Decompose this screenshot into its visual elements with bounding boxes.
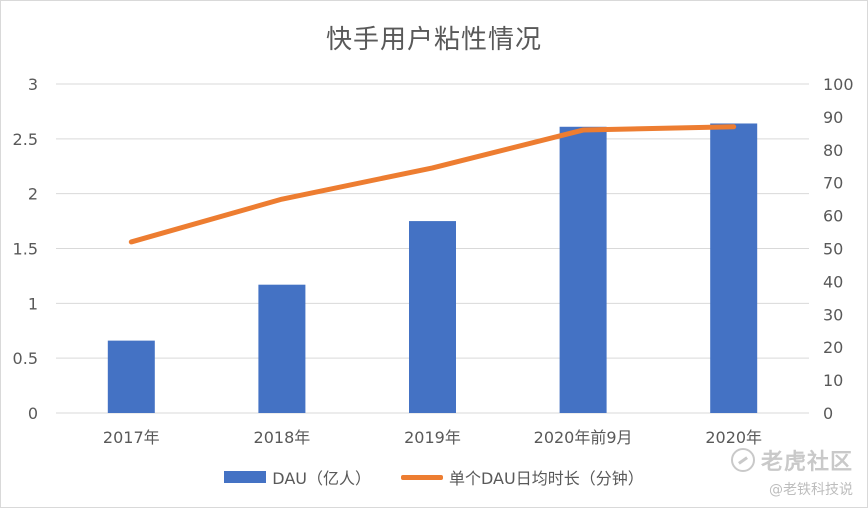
y-right-tick-label: 100 xyxy=(823,75,854,94)
legend-swatch-line xyxy=(401,474,443,480)
legend-label-dau: DAU（亿人） xyxy=(272,469,371,488)
y-left-tick-label: 0.5 xyxy=(13,349,38,368)
y-left-tick-label: 2 xyxy=(28,185,38,204)
y-right-tick-label: 50 xyxy=(823,240,843,259)
y-left-tick-label: 1 xyxy=(28,294,38,313)
y-left-tick-label: 3 xyxy=(28,75,38,94)
duration-line xyxy=(128,124,737,245)
x-category-label: 2017年 xyxy=(103,428,160,447)
y-left-tick-label: 0 xyxy=(28,404,38,423)
legend-item-dau: DAU（亿人） xyxy=(224,465,371,489)
x-category-label: 2019年 xyxy=(404,428,461,447)
y-right-tick-label: 20 xyxy=(823,338,843,357)
bar xyxy=(710,123,758,413)
bar xyxy=(258,284,306,413)
x-category-label: 2020年前9月 xyxy=(534,428,633,447)
x-category-label: 2020年 xyxy=(705,428,762,447)
y-right-tick-label: 80 xyxy=(823,141,843,160)
watermark-brand-text: 老虎社区 xyxy=(760,450,853,475)
chart-title: 快手用户粘性情况 xyxy=(325,25,542,55)
y-right-tick-label: 40 xyxy=(823,272,843,291)
legend-label-duration: 单个DAU日均时长（分钟） xyxy=(449,469,644,488)
bar xyxy=(559,126,607,414)
y-right-tick-label: 90 xyxy=(823,108,843,127)
watermark-brand: 老虎社区 xyxy=(730,444,853,476)
bar xyxy=(409,221,456,413)
y-right-tick-label: 60 xyxy=(823,207,843,226)
tiger-logo-icon xyxy=(730,448,755,472)
legend-item-duration: 单个DAU日均时长（分钟） xyxy=(401,465,644,489)
y-left-tick-label: 2.5 xyxy=(13,130,38,149)
y-right-tick-label: 0 xyxy=(823,404,833,423)
x-category-label: 2018年 xyxy=(254,428,311,447)
legend: DAU（亿人） 单个DAU日均时长（分钟） xyxy=(1,465,867,489)
bar xyxy=(107,340,155,413)
watermark-handle: @老铁科技说 xyxy=(769,482,853,498)
y-left-tick-label: 1.5 xyxy=(13,240,38,259)
legend-swatch-bar xyxy=(224,471,267,483)
y-right-tick-label: 70 xyxy=(823,174,843,193)
y-right-tick-label: 30 xyxy=(823,305,843,324)
y-right-tick-label: 10 xyxy=(823,371,843,390)
